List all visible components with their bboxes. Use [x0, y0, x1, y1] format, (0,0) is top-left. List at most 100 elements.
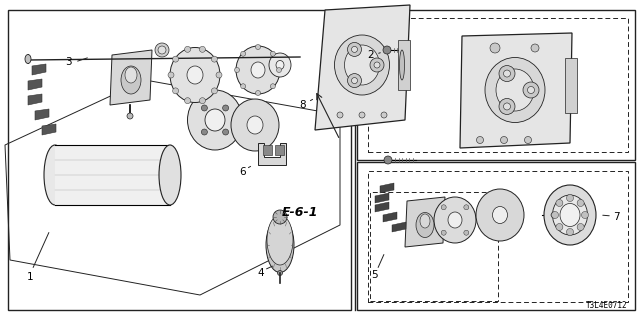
Ellipse shape: [448, 212, 462, 228]
Ellipse shape: [344, 45, 380, 85]
Circle shape: [241, 51, 246, 56]
Circle shape: [577, 224, 584, 230]
Ellipse shape: [434, 197, 476, 243]
Circle shape: [351, 46, 358, 52]
Bar: [357, 10, 635, 160]
Bar: [357, 162, 635, 310]
Text: 7: 7: [612, 212, 620, 222]
Circle shape: [255, 91, 260, 95]
Polygon shape: [460, 33, 572, 148]
Circle shape: [381, 112, 387, 118]
Circle shape: [184, 98, 191, 104]
Circle shape: [216, 72, 222, 78]
Circle shape: [464, 230, 469, 235]
Ellipse shape: [552, 195, 588, 235]
Ellipse shape: [276, 60, 284, 69]
Circle shape: [531, 44, 539, 52]
Bar: [565, 58, 577, 113]
Polygon shape: [405, 197, 445, 247]
Circle shape: [500, 137, 508, 143]
Polygon shape: [110, 50, 152, 105]
Text: 3: 3: [65, 57, 71, 67]
Circle shape: [173, 56, 179, 62]
Polygon shape: [383, 212, 397, 222]
Ellipse shape: [247, 116, 263, 134]
Ellipse shape: [496, 69, 534, 111]
Circle shape: [200, 98, 205, 104]
Circle shape: [351, 77, 358, 84]
Ellipse shape: [125, 67, 137, 83]
Circle shape: [384, 156, 392, 164]
Ellipse shape: [416, 212, 434, 237]
Bar: [368, 171, 628, 302]
Circle shape: [155, 43, 169, 57]
Text: 2: 2: [368, 50, 374, 60]
Circle shape: [525, 137, 531, 143]
Circle shape: [202, 105, 207, 111]
Ellipse shape: [121, 66, 141, 94]
Circle shape: [577, 199, 584, 206]
Bar: [263, 145, 272, 155]
Circle shape: [168, 72, 174, 78]
Circle shape: [374, 62, 380, 68]
Bar: [398, 40, 410, 90]
Circle shape: [551, 212, 557, 218]
Circle shape: [490, 43, 500, 53]
Text: E-6-1: E-6-1: [281, 206, 318, 219]
Circle shape: [234, 68, 239, 73]
Circle shape: [499, 66, 515, 82]
Bar: [370, 192, 498, 301]
Circle shape: [255, 44, 260, 50]
Bar: [8, 10, 351, 310]
Circle shape: [552, 212, 559, 219]
Circle shape: [223, 129, 228, 135]
Bar: [368, 18, 628, 152]
Circle shape: [383, 46, 391, 54]
Ellipse shape: [266, 218, 294, 273]
Circle shape: [556, 199, 563, 206]
Circle shape: [223, 105, 228, 111]
Circle shape: [200, 46, 205, 52]
Ellipse shape: [187, 66, 203, 84]
Bar: [275, 145, 284, 155]
Ellipse shape: [485, 58, 545, 123]
Circle shape: [348, 74, 362, 88]
Circle shape: [359, 112, 365, 118]
Circle shape: [441, 205, 446, 210]
Circle shape: [270, 84, 275, 89]
Circle shape: [184, 46, 191, 52]
Circle shape: [241, 84, 246, 89]
Circle shape: [370, 58, 384, 72]
Polygon shape: [42, 124, 56, 135]
Ellipse shape: [476, 189, 524, 241]
Circle shape: [523, 82, 539, 98]
Ellipse shape: [544, 185, 596, 245]
Circle shape: [202, 129, 207, 135]
Circle shape: [211, 56, 218, 62]
Polygon shape: [28, 79, 42, 90]
Ellipse shape: [278, 270, 282, 276]
Circle shape: [477, 137, 483, 143]
Circle shape: [504, 70, 511, 77]
Circle shape: [211, 88, 218, 94]
Text: 8: 8: [300, 100, 307, 110]
Polygon shape: [375, 193, 389, 203]
Ellipse shape: [251, 62, 265, 78]
Circle shape: [270, 51, 275, 56]
Circle shape: [566, 228, 573, 236]
Circle shape: [499, 99, 515, 115]
Text: 6: 6: [240, 167, 246, 177]
Circle shape: [127, 113, 133, 119]
Polygon shape: [258, 143, 286, 165]
Ellipse shape: [188, 90, 243, 150]
Text: 5: 5: [372, 270, 378, 280]
Polygon shape: [375, 202, 389, 212]
Circle shape: [348, 43, 362, 56]
Circle shape: [441, 230, 446, 235]
Ellipse shape: [25, 54, 31, 63]
Text: 1: 1: [27, 272, 33, 282]
Ellipse shape: [205, 109, 225, 131]
Ellipse shape: [420, 214, 430, 228]
Ellipse shape: [267, 215, 293, 265]
Text: 4: 4: [258, 268, 264, 278]
